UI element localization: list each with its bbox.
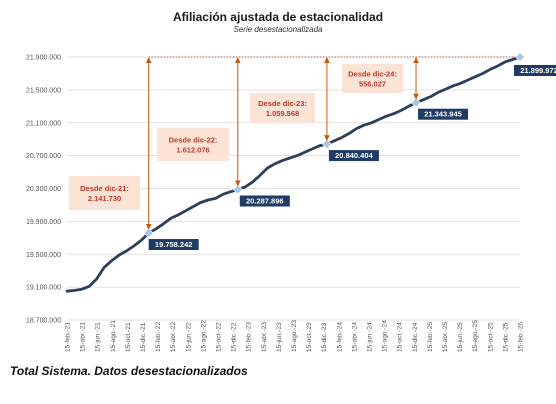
series-line	[65, 55, 522, 293]
annotation-box	[157, 128, 229, 161]
y-axis-ticks: 18.700.000 19.100.000 19.500.000 19.900.000…	[26, 55, 61, 325]
annotation-arrowhead-bottom	[413, 93, 419, 100]
x-tick-label: 15-dic.-24	[412, 322, 419, 352]
chart-caption: Total Sistema. Datos desestacionalizados	[10, 364, 248, 378]
x-tick-label: 15-dic.-23	[321, 322, 328, 352]
x-tick-label: 15-feb.-24	[336, 322, 343, 352]
annotation-label: Desde dic-24:	[348, 70, 397, 79]
annotation-box	[342, 64, 403, 93]
x-tick-label: 15-abr.-24	[351, 322, 358, 352]
x-tick-label: 15-oct.-21	[125, 322, 132, 352]
x-tick-label: 15-abr.-25	[442, 322, 449, 352]
annotation-value: 1.612.076	[176, 146, 209, 155]
x-tick-label: 15-oct.-22	[216, 322, 223, 352]
x-tick-label: 15-abr.-23	[261, 322, 268, 352]
y-tick-label: 20.700.000	[26, 153, 61, 160]
x-tick-label: 15-oct.-23	[306, 322, 313, 352]
x-tick-label: 15-oct.-24	[397, 322, 404, 352]
x-axis-ticks: 15-feb.-21 15-abr.-21 15-jun.-21 15-ago.-21…	[65, 320, 525, 352]
annotation: Desde dic-21:2.141.730	[69, 57, 152, 231]
y-tick-label: 21.100.000	[26, 120, 61, 127]
y-tick-label: 19.900.000	[26, 219, 61, 226]
y-tick-label: 19.500.000	[26, 252, 61, 259]
x-tick-label: 15-jun.-23	[276, 322, 283, 352]
y-tick-label: 20.300.000	[26, 186, 61, 193]
x-tick-label: 15-feb.-21	[65, 322, 72, 352]
annotation-box	[69, 176, 140, 210]
x-tick-label: 15-oct.-25	[487, 322, 494, 352]
y-tick-label: 19.100.000	[26, 285, 61, 292]
annotation-label: Desde dic-22:	[169, 136, 218, 145]
annotation-label: Desde dic-21:	[80, 184, 129, 193]
annotation-value: 1.059.568	[266, 109, 299, 118]
annotation-arrowhead-bottom	[145, 224, 152, 231]
highlight-marker	[143, 228, 154, 238]
series-layer	[65, 55, 522, 293]
value-label: 19.758.242	[155, 240, 193, 249]
annotation-arrowhead-top	[324, 57, 330, 64]
x-tick-label: 15-jun.-25	[457, 322, 464, 352]
x-tick-label: 15-abr.-22	[170, 322, 177, 352]
x-tick-label: 15-dic.-21	[140, 322, 147, 352]
value-label: 20.287.896	[246, 196, 284, 205]
annotation-arrowhead-bottom	[324, 135, 330, 142]
highlight-markers: 19.758.242 20.287.896 20.840.404 21.343.945…	[143, 52, 556, 251]
x-tick-label: 15-ago.-25	[472, 320, 479, 352]
annotation-arrowhead-top	[413, 57, 419, 64]
x-tick-label: 15-ago.-24	[382, 320, 389, 352]
x-tick-label: 15-jun.-22	[185, 322, 192, 352]
x-tick-label: 15-feb.-25	[427, 322, 434, 352]
y-tick-label: 18.700.000	[26, 318, 61, 325]
annotation-box	[250, 93, 315, 123]
highlight-marker	[411, 97, 421, 108]
annotation-arrowhead-top	[145, 57, 152, 64]
value-label: 20.840.404	[335, 151, 373, 160]
x-tick-label: 15-feb.-22	[155, 322, 162, 352]
annotation-arrowhead-top	[235, 57, 241, 64]
value-label: 21.899.972	[520, 66, 556, 75]
x-tick-label: 15-jun.-21	[95, 322, 102, 352]
chart-subtitle: Serie desestacionalizada	[233, 25, 323, 34]
annotation: Desde dic-24:556.027	[342, 57, 419, 100]
x-tick-label: 15-feb.-23	[246, 322, 253, 352]
value-label-box	[328, 150, 379, 162]
value-label-box	[514, 65, 556, 77]
x-tick-label: 15-ago.-21	[110, 320, 117, 352]
x-tick-label: 15-feb.-26	[518, 322, 525, 352]
value-label-box	[418, 108, 469, 120]
x-tick-label: 15-jun.-24	[367, 322, 374, 352]
value-label-box	[148, 239, 199, 251]
annotation-arrowhead-bottom	[235, 180, 241, 187]
annotation-label: Desde dic-23:	[258, 99, 307, 108]
value-label-box	[239, 195, 290, 207]
highlight-marker	[232, 184, 243, 195]
y-tick-label: 21.500.000	[26, 87, 61, 94]
x-tick-label: 15-dic.-22	[231, 322, 238, 352]
highlight-marker	[321, 139, 332, 150]
x-tick-label: 15-ago.-22	[200, 320, 207, 352]
annotation-value: 556.027	[359, 80, 386, 89]
annotation: Desde dic-22:1.612.076	[157, 57, 241, 187]
annotation: Desde dic-23:1.059.568	[250, 57, 330, 142]
x-tick-label: 15-abr.-21	[80, 322, 87, 352]
highlight-marker	[515, 52, 525, 62]
value-label: 21.343.945	[424, 110, 462, 119]
x-tick-label: 15-dic.-25	[502, 322, 509, 352]
chart-title: Afiliación ajustada de estacionalidad	[172, 10, 384, 24]
x-tick-label: 15-ago.-23	[291, 320, 298, 352]
y-tick-label: 21.900.000	[26, 55, 61, 62]
annotation-value: 2.141.730	[88, 194, 121, 203]
